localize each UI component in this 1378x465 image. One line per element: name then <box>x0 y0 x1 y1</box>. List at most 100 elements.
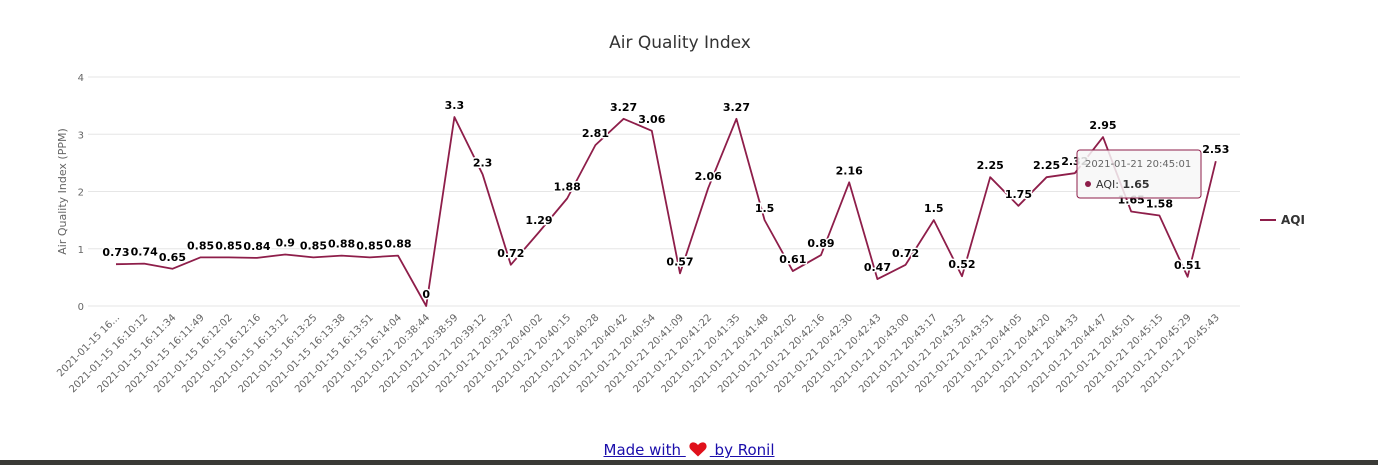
data-point <box>1045 175 1049 179</box>
tooltip-series-name: AQI: <box>1096 178 1122 191</box>
data-point <box>452 115 456 119</box>
data-point <box>170 267 174 271</box>
chart-title: Air Quality Index <box>609 33 751 53</box>
data-label: 0.72 <box>892 247 919 260</box>
data-label: 0.84 <box>243 240 270 253</box>
data-label: 0.85 <box>215 239 242 252</box>
data-label: 1.29 <box>525 214 552 227</box>
data-label: 0.9 <box>275 236 295 249</box>
data-label: 2.95 <box>1089 119 1116 132</box>
data-point <box>1016 204 1020 208</box>
data-point <box>199 255 203 259</box>
legend-label: AQI <box>1281 213 1305 227</box>
y-tick-label: 0 <box>78 302 84 313</box>
data-point <box>1214 159 1218 163</box>
data-point <box>650 129 654 133</box>
data-point <box>706 186 710 190</box>
data-label: 3.27 <box>723 101 750 114</box>
data-label: 2.06 <box>695 170 722 183</box>
data-point <box>311 255 315 259</box>
data-point <box>960 274 964 278</box>
data-label: 0.74 <box>131 246 158 259</box>
tooltip: 2021-01-21 20:45:01 AQI: 1.65 <box>1076 149 1202 199</box>
tooltip-time: 2021-01-21 20:45:01 <box>1085 159 1191 170</box>
data-point <box>283 252 287 256</box>
data-point <box>593 143 597 147</box>
data-label: 1.5 <box>755 202 775 215</box>
data-point <box>734 117 738 121</box>
tooltip-value-number: 1.65 <box>1122 178 1149 191</box>
data-point <box>988 175 992 179</box>
data-point <box>509 263 513 267</box>
data-label: 3.27 <box>610 101 637 114</box>
data-point <box>1101 135 1105 139</box>
data-label: 2.25 <box>977 159 1004 172</box>
data-point <box>819 253 823 257</box>
data-point <box>678 271 682 275</box>
data-label: 1.88 <box>554 180 581 193</box>
data-point <box>1073 171 1077 175</box>
made-with-link[interactable]: Made with by Ronil <box>604 441 775 459</box>
data-label: 0.47 <box>864 261 891 274</box>
data-label: 0.61 <box>779 253 806 266</box>
data-point <box>227 255 231 259</box>
data-point <box>875 277 879 281</box>
tooltip-box <box>1076 149 1202 199</box>
aqi-line-chart: Air Quality Index 0 1 2 3 4 Air Quality Index … <box>55 33 1305 395</box>
data-point <box>1129 210 1133 214</box>
data-label: 0.88 <box>384 238 411 251</box>
data-label: 0.72 <box>497 247 524 260</box>
data-label: 0.85 <box>356 239 383 252</box>
data-label: 0 <box>422 288 430 301</box>
data-point <box>114 262 118 266</box>
data-point <box>1157 214 1161 218</box>
data-point <box>791 269 795 273</box>
tooltip-value: AQI: 1.65 <box>1096 178 1150 191</box>
data-label: 1.58 <box>1146 198 1173 211</box>
data-label: 0.51 <box>1174 259 1201 272</box>
data-label: 1.5 <box>924 202 944 215</box>
data-label: 2.3 <box>473 156 493 169</box>
data-point <box>565 196 569 200</box>
tooltip-series-dot <box>1085 181 1091 187</box>
y-tick-label: 1 <box>78 245 84 256</box>
y-tick-label: 4 <box>78 73 84 84</box>
heart-icon <box>689 442 707 461</box>
data-point <box>255 256 259 260</box>
data-point <box>763 218 767 222</box>
data-label: 1.75 <box>1005 188 1032 201</box>
data-label: 2.16 <box>836 164 863 177</box>
data-point <box>396 254 400 258</box>
made-with-text: Made with <box>603 441 681 459</box>
data-label: 0.85 <box>300 239 327 252</box>
data-label: 0.52 <box>948 258 975 271</box>
data-label: 3.3 <box>445 99 465 112</box>
data-point <box>142 262 146 266</box>
data-label: 0.57 <box>666 255 693 268</box>
data-point <box>537 230 541 234</box>
data-point <box>481 172 485 176</box>
data-label: 0.85 <box>187 239 214 252</box>
y-tick-label: 3 <box>78 130 84 141</box>
data-label: 2.53 <box>1202 143 1229 156</box>
data-label: 0.89 <box>807 237 834 250</box>
data-point <box>1186 275 1190 279</box>
data-label: 0.73 <box>102 246 129 259</box>
data-label: 3.06 <box>638 113 665 126</box>
data-label: 0.88 <box>328 238 355 251</box>
data-point <box>932 218 936 222</box>
y-axis-label: Air Quality Index (PPM) <box>56 128 69 255</box>
footer: Made with by Ronil <box>0 441 1378 461</box>
data-point <box>847 180 851 184</box>
y-tick-label: 2 <box>78 188 84 199</box>
data-label: 2.25 <box>1033 159 1060 172</box>
data-point <box>424 304 428 308</box>
data-point <box>622 117 626 121</box>
data-point <box>368 255 372 259</box>
data-point <box>904 263 908 267</box>
author-text: by Ronil <box>714 441 775 459</box>
data-label: 2.81 <box>582 127 609 140</box>
footer-bar <box>0 460 1378 465</box>
data-label: 0.65 <box>159 251 186 264</box>
chart-container: Air Quality Index 0 1 2 3 4 Air Quality Index … <box>55 33 1305 395</box>
